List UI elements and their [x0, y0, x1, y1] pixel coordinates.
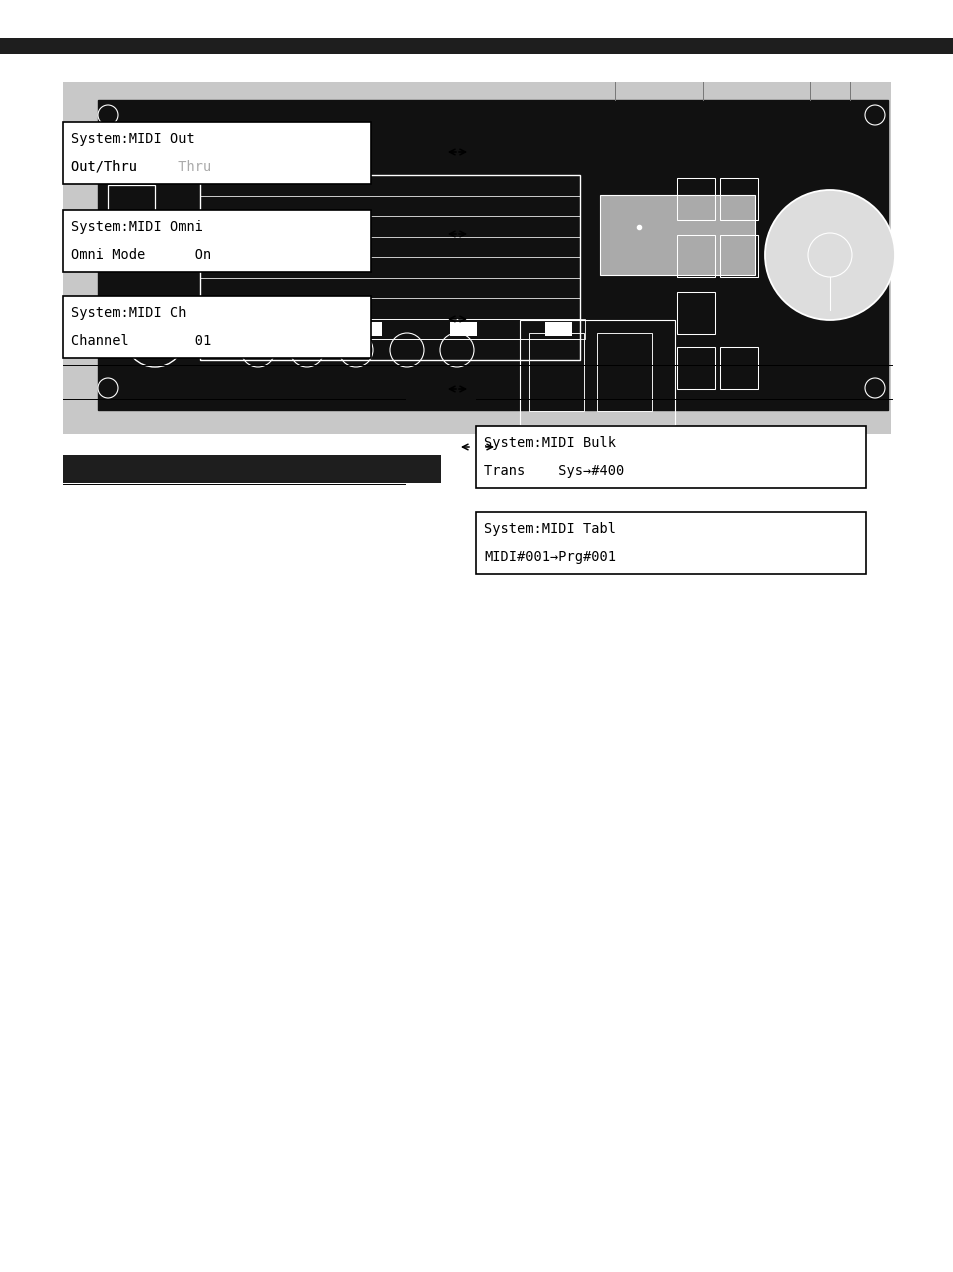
Bar	[205, 319, 584, 340]
Bar	[720, 235, 758, 277]
Bar	[63, 122, 371, 184]
Bar	[677, 178, 714, 220]
Bar	[63, 210, 371, 272]
Text: MIDI#001→Prg#001: MIDI#001→Prg#001	[483, 550, 616, 563]
Bar	[597, 333, 651, 411]
Text: Channel        01: Channel 01	[71, 333, 211, 347]
Bar	[476, 426, 865, 488]
Bar	[0, 38, 953, 53]
Text: System:MIDI Omni: System:MIDI Omni	[71, 220, 203, 234]
Text: Out/Thru: Out/Thru	[71, 160, 178, 174]
Bar	[355, 322, 381, 336]
Bar	[63, 455, 440, 483]
Text: System:MIDI Tabl: System:MIDI Tabl	[483, 523, 616, 537]
Circle shape	[764, 190, 894, 321]
Text: Omni Mode      On: Omni Mode On	[71, 248, 211, 262]
Text: System:MIDI Out: System:MIDI Out	[71, 132, 194, 146]
Text: Out/Thru     Thru: Out/Thru Thru	[71, 160, 211, 174]
Text: System:MIDI Ch: System:MIDI Ch	[71, 307, 186, 321]
Bar	[63, 296, 371, 357]
Bar	[63, 81, 890, 434]
Bar	[529, 333, 583, 411]
Bar	[720, 347, 758, 389]
Bar	[200, 176, 579, 360]
Bar	[544, 322, 571, 336]
Bar	[599, 195, 754, 275]
Bar	[450, 322, 476, 336]
Bar	[260, 322, 287, 336]
Bar	[476, 513, 865, 574]
Text: Trans    Sys→#400: Trans Sys→#400	[483, 463, 623, 478]
Bar	[720, 178, 758, 220]
Bar	[98, 100, 887, 410]
Bar	[519, 321, 675, 425]
Bar	[677, 347, 714, 389]
Bar	[677, 293, 714, 335]
Bar	[108, 184, 154, 267]
Text: System:MIDI Bulk: System:MIDI Bulk	[483, 436, 616, 450]
Bar	[677, 235, 714, 277]
